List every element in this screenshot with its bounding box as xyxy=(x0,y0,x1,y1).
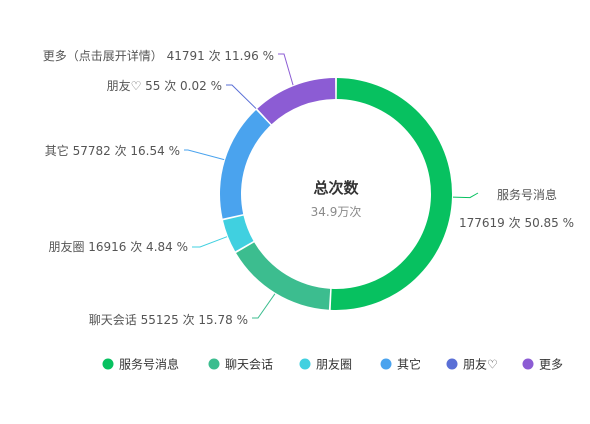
legend-label-1: 聊天会话 xyxy=(225,358,273,372)
slice-label-5: 更多（点击展开详情） 41791 次 11.96 % xyxy=(43,48,274,63)
slice-label-3: 其它 57782 次 16.54 % xyxy=(45,143,180,158)
legend-label-3: 其它 xyxy=(397,357,421,372)
leader-line-2 xyxy=(192,236,228,248)
legend-label-2: 朋友圈 xyxy=(316,358,352,372)
leader-line-3 xyxy=(184,149,225,161)
legend-item-1[interactable]: 聊天会话 xyxy=(208,358,274,372)
slice-0[interactable] xyxy=(330,78,452,311)
legend-item-2[interactable]: 朋友圈 xyxy=(299,358,353,372)
legend-marker-3 xyxy=(380,358,392,370)
legend-label-4: 朋友♡ xyxy=(463,358,498,372)
slice-label-4: 朋友♡ 55 次 0.02 % xyxy=(107,79,222,93)
legend-marker-4 xyxy=(446,358,458,370)
leader-line-1 xyxy=(252,293,276,319)
legend-item-5[interactable]: 更多 xyxy=(522,358,564,372)
slice-3[interactable] xyxy=(220,109,271,219)
center-value: 34.9万次 xyxy=(311,205,362,219)
legend-item-0[interactable]: 服务号消息 xyxy=(102,357,180,372)
legend-item-4[interactable]: 朋友♡ xyxy=(446,358,498,372)
leader-line-4 xyxy=(226,84,257,109)
center-title: 总次数 xyxy=(313,179,359,197)
legend-marker-1 xyxy=(208,358,220,370)
slice-1[interactable] xyxy=(236,242,331,310)
legend-marker-5 xyxy=(522,358,534,370)
leader-line-5 xyxy=(278,53,294,86)
legend-marker-0 xyxy=(102,358,114,370)
slice-2[interactable] xyxy=(223,215,254,252)
slice-label-0-value: 177619 次 50.85 % xyxy=(459,216,574,230)
legend-label-0: 服务号消息 xyxy=(119,357,179,372)
slice-label-1: 聊天会话 55125 次 15.78 % xyxy=(89,313,248,327)
slice-5[interactable] xyxy=(257,78,336,125)
leader-line-0 xyxy=(452,192,479,199)
slice-label-2: 朋友圈 16916 次 4.84 % xyxy=(48,240,188,254)
legend-label-5: 更多 xyxy=(539,358,563,372)
legend-item-3[interactable]: 其它 xyxy=(380,357,422,372)
slice-label-0-name: 服务号消息 xyxy=(497,187,557,202)
legend-marker-2 xyxy=(299,358,311,370)
